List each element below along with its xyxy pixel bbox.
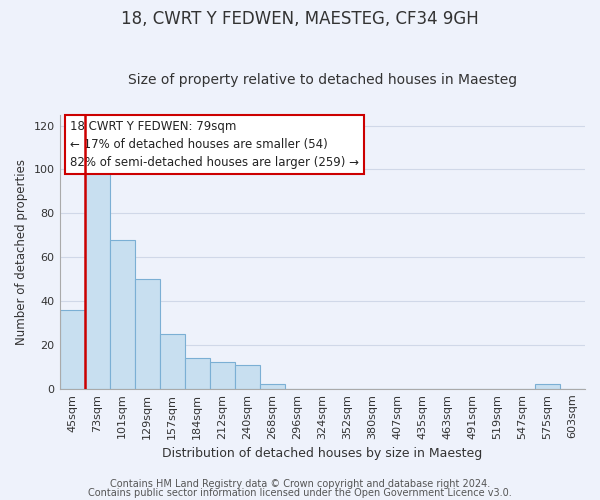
Bar — [235, 364, 260, 389]
Text: Contains HM Land Registry data © Crown copyright and database right 2024.: Contains HM Land Registry data © Crown c… — [110, 479, 490, 489]
Bar — [209, 362, 235, 389]
Bar — [110, 240, 134, 389]
Bar — [85, 170, 110, 389]
Bar — [134, 279, 160, 389]
Bar — [160, 334, 185, 389]
Y-axis label: Number of detached properties: Number of detached properties — [15, 158, 28, 344]
Text: 18, CWRT Y FEDWEN, MAESTEG, CF34 9GH: 18, CWRT Y FEDWEN, MAESTEG, CF34 9GH — [121, 10, 479, 28]
Bar — [59, 310, 85, 389]
Bar — [185, 358, 209, 389]
Text: 18 CWRT Y FEDWEN: 79sqm
← 17% of detached houses are smaller (54)
82% of semi-de: 18 CWRT Y FEDWEN: 79sqm ← 17% of detache… — [70, 120, 359, 169]
Title: Size of property relative to detached houses in Maesteg: Size of property relative to detached ho… — [128, 73, 517, 87]
Text: Contains public sector information licensed under the Open Government Licence v3: Contains public sector information licen… — [88, 488, 512, 498]
Bar — [535, 384, 560, 389]
X-axis label: Distribution of detached houses by size in Maesteg: Distribution of detached houses by size … — [162, 447, 482, 460]
Bar — [260, 384, 285, 389]
